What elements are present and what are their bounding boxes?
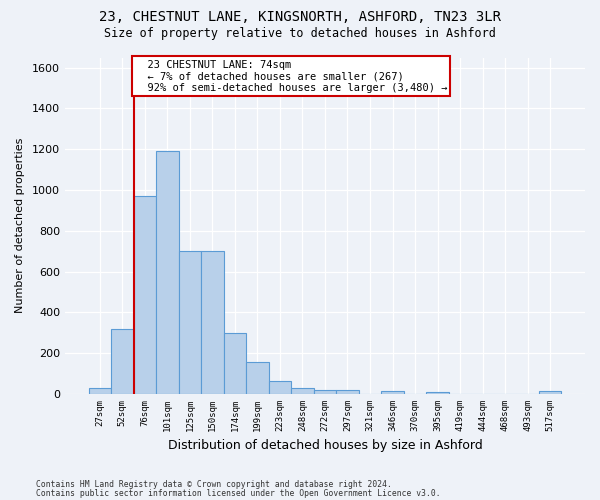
Bar bbox=[336, 390, 359, 394]
Bar bbox=[381, 391, 404, 394]
Bar bbox=[134, 196, 156, 394]
Bar bbox=[179, 252, 201, 394]
Bar bbox=[111, 329, 134, 394]
Bar bbox=[539, 391, 562, 394]
Bar bbox=[156, 152, 179, 394]
Bar bbox=[314, 390, 336, 394]
Bar bbox=[269, 381, 291, 394]
Bar bbox=[89, 388, 111, 394]
Text: 23 CHESTNUT LANE: 74sqm
  ← 7% of detached houses are smaller (267)
  92% of sem: 23 CHESTNUT LANE: 74sqm ← 7% of detached… bbox=[135, 60, 447, 92]
Text: 23, CHESTNUT LANE, KINGSNORTH, ASHFORD, TN23 3LR: 23, CHESTNUT LANE, KINGSNORTH, ASHFORD, … bbox=[99, 10, 501, 24]
Bar bbox=[291, 388, 314, 394]
Text: Contains public sector information licensed under the Open Government Licence v3: Contains public sector information licen… bbox=[36, 490, 440, 498]
Bar bbox=[201, 252, 224, 394]
Bar bbox=[224, 333, 246, 394]
Bar bbox=[426, 392, 449, 394]
Y-axis label: Number of detached properties: Number of detached properties bbox=[15, 138, 25, 314]
Text: Size of property relative to detached houses in Ashford: Size of property relative to detached ho… bbox=[104, 28, 496, 40]
Text: Contains HM Land Registry data © Crown copyright and database right 2024.: Contains HM Land Registry data © Crown c… bbox=[36, 480, 392, 489]
X-axis label: Distribution of detached houses by size in Ashford: Distribution of detached houses by size … bbox=[167, 440, 482, 452]
Bar bbox=[246, 362, 269, 394]
